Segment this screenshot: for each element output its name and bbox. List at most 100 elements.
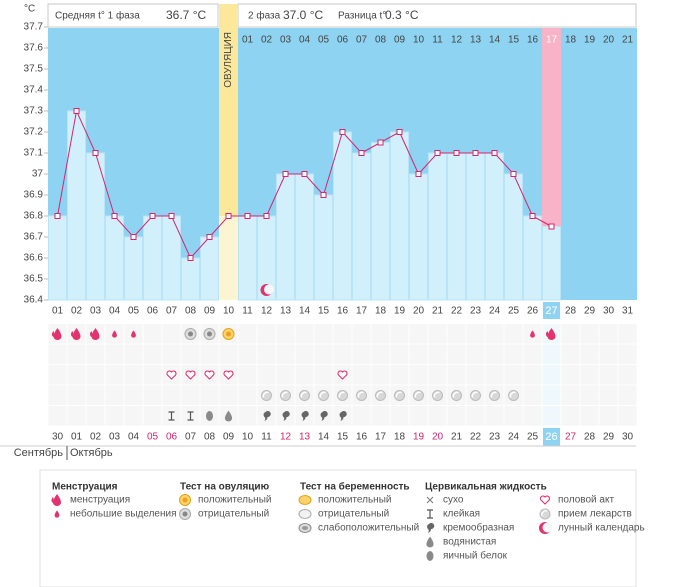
- drop: [112, 330, 117, 338]
- x-tick-label: 12: [261, 306, 273, 317]
- grid-cell: [238, 324, 257, 344]
- point: [263, 213, 270, 219]
- grid-cell: [580, 344, 599, 364]
- diff-value: 0.3 °C: [385, 8, 419, 22]
- grid-cell: [314, 365, 333, 385]
- phase2-day: 03: [280, 35, 292, 46]
- point: [92, 150, 99, 156]
- x-tick-label: 24: [489, 306, 501, 317]
- x-tick-label: 28: [565, 306, 577, 317]
- grid-cell: [504, 365, 523, 385]
- date-label: 24: [508, 432, 520, 443]
- date-label: 01: [71, 432, 83, 443]
- y-tick-label: 36.8: [24, 211, 44, 222]
- grid-cell: [219, 385, 238, 405]
- moon-cut: [542, 522, 553, 533]
- today-date-box: [543, 428, 560, 446]
- grid-cell: [371, 365, 390, 385]
- grid-cell: [67, 385, 86, 405]
- grid-cell: [485, 324, 504, 344]
- ovulation-top: [219, 4, 238, 216]
- date-label: 30: [52, 432, 64, 443]
- point: [168, 213, 175, 219]
- point: [377, 139, 384, 146]
- lunar-icon: [260, 284, 274, 296]
- phase2-day: 04: [299, 35, 311, 46]
- icon-creamy: [301, 411, 309, 421]
- phase2-day: 09: [394, 35, 406, 46]
- grid-cell: [257, 344, 276, 364]
- y-tick-label: 37: [32, 169, 44, 180]
- core: [226, 331, 231, 337]
- legend-icon: [298, 523, 312, 533]
- grid-cell: [523, 344, 542, 364]
- bar: [523, 215, 542, 301]
- grid-cell: [352, 344, 371, 364]
- grid-cell: [390, 406, 409, 426]
- point: [339, 129, 346, 135]
- icon-pill: [413, 390, 424, 401]
- grid-cell: [523, 406, 542, 426]
- phase2-day: 02: [261, 35, 273, 46]
- grid-cell: [276, 344, 295, 364]
- phase2-label: 2 фаза: [248, 10, 281, 22]
- drop: [546, 331, 549, 337]
- grid-cell: [561, 406, 580, 426]
- legend-label: кремообразная: [443, 522, 514, 534]
- x-tick-label: 18: [375, 306, 387, 317]
- x-tick-label: 25: [508, 306, 520, 317]
- date-label: 21: [451, 432, 463, 443]
- grid-cell: [143, 406, 162, 426]
- heart: [539, 495, 551, 505]
- date-label: 13: [299, 432, 311, 443]
- grid-cell: [86, 385, 105, 405]
- phase2-day: 10: [413, 35, 425, 46]
- x-tick-label: 10: [223, 306, 235, 317]
- x-tick-label: 06: [147, 306, 159, 317]
- bar: [124, 236, 143, 301]
- grid-cell: [105, 344, 124, 364]
- grid-cell: [257, 365, 276, 385]
- grid-cell: [409, 406, 428, 426]
- grid-cell: [86, 365, 105, 385]
- phase2-day: 16: [527, 35, 539, 46]
- point: [244, 213, 251, 219]
- x-tick-label: 29: [584, 306, 596, 317]
- bar: [276, 173, 295, 301]
- x-tick-label: 14: [299, 306, 311, 317]
- legend-icon: [54, 510, 60, 518]
- date-label: 17: [375, 432, 387, 443]
- drop: [51, 497, 54, 503]
- shine: [509, 391, 516, 398]
- grid-cell: [314, 344, 333, 364]
- date-label: 05: [147, 432, 159, 443]
- core: [302, 526, 308, 530]
- legend-label: отрицательный: [198, 509, 269, 520]
- phase2-day: 14: [489, 35, 501, 46]
- icon-heart: [185, 370, 196, 380]
- month-label: Октябрь: [70, 447, 113, 459]
- x-tick-label: 21: [432, 306, 444, 317]
- grid-cell: [523, 385, 542, 405]
- x-tick-label: 01: [52, 306, 64, 317]
- grid-cell: [542, 406, 561, 426]
- grid-cell: [124, 344, 143, 364]
- point: [415, 171, 422, 177]
- shine: [433, 391, 440, 398]
- icon-drop_small: [112, 330, 117, 338]
- diff-label: Разница t°: [338, 11, 386, 22]
- grid-cell: [447, 344, 466, 364]
- grid-cell: [504, 406, 523, 426]
- grid-cell: [238, 344, 257, 364]
- date-label: 27: [565, 432, 577, 443]
- grid-cell: [105, 365, 124, 385]
- grid-cell: [409, 324, 428, 344]
- shine: [490, 391, 497, 398]
- date-label: 29: [603, 432, 615, 443]
- icon-pill: [356, 390, 367, 401]
- icon-ov_neg: [203, 328, 216, 340]
- y-tick-label: 37.3: [24, 106, 44, 117]
- shine: [281, 391, 288, 398]
- grid-cell: [162, 385, 181, 405]
